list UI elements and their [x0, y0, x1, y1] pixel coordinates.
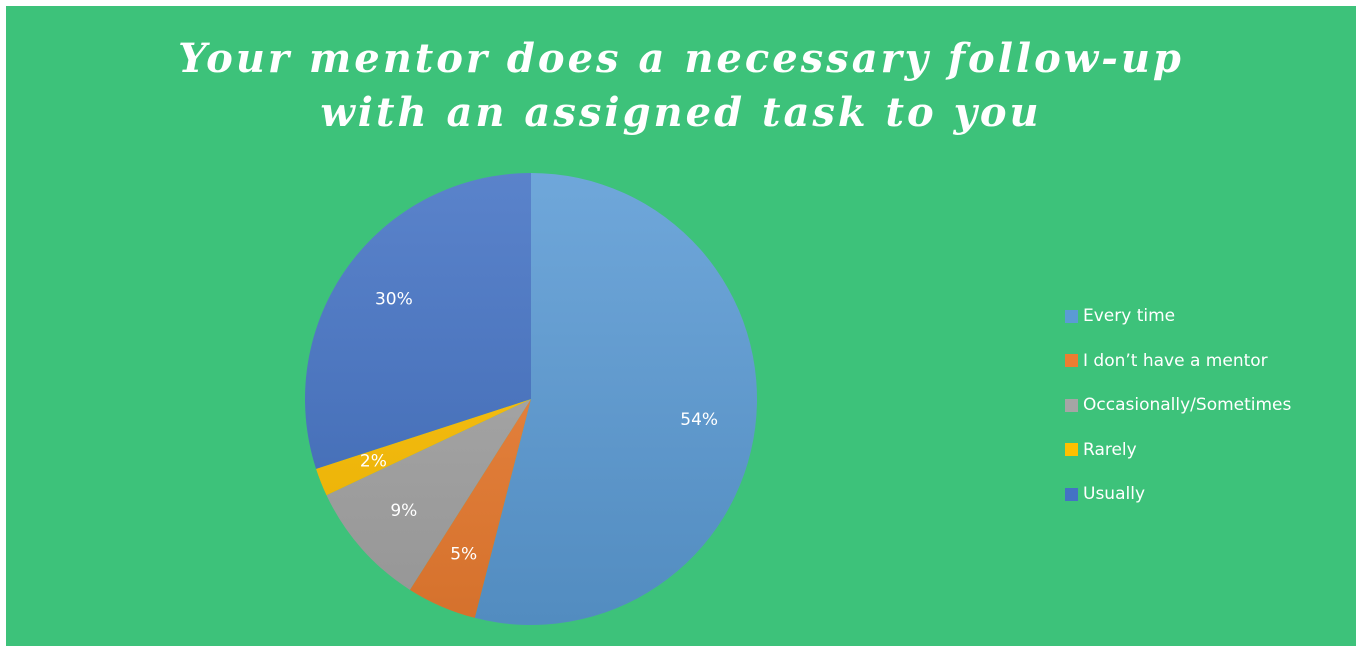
legend-item-i-don-t-have-a-mentor: I don’t have a mentor	[1065, 339, 1291, 384]
slice-label-occasionally-sometimes: 9%	[390, 501, 417, 521]
chart-legend: Every time I don’t have a mentor Occasiona…	[1065, 294, 1291, 517]
legend-label: Every time	[1083, 306, 1175, 326]
slice-label-every-time: 54%	[680, 410, 718, 430]
legend-item-usually: Usually	[1065, 472, 1291, 517]
legend-label: Rarely	[1083, 440, 1137, 460]
legend-label: Usually	[1083, 484, 1145, 504]
legend-item-occasionally-sometimes: Occasionally/Sometimes	[1065, 383, 1291, 428]
chart-title-line-1: Your mentor does a necessary follow-up	[6, 32, 1356, 86]
slice-label-usually: 30%	[375, 289, 413, 309]
legend-swatch	[1065, 443, 1078, 456]
legend-label: I don’t have a mentor	[1083, 351, 1268, 371]
legend-label: Occasionally/Sometimes	[1083, 395, 1291, 415]
legend-swatch	[1065, 399, 1078, 412]
slice-label-rarely: 2%	[360, 451, 387, 471]
legend-swatch	[1065, 310, 1078, 323]
pie-slices	[305, 173, 757, 625]
chart-title: Your mentor does a necessary follow-up w…	[6, 32, 1356, 140]
slice-label-i-don-t-have-a-mentor: 5%	[450, 545, 477, 565]
legend-swatch	[1065, 488, 1078, 501]
chart-title-line-2: with an assigned task to you	[6, 86, 1356, 140]
chart-area: 54% 5% 9% 2% 30% Your mentor does a necessar…	[6, 6, 1356, 646]
legend-item-rarely: Rarely	[1065, 428, 1291, 473]
legend-swatch	[1065, 354, 1078, 367]
legend-item-every-time: Every time	[1065, 294, 1291, 339]
